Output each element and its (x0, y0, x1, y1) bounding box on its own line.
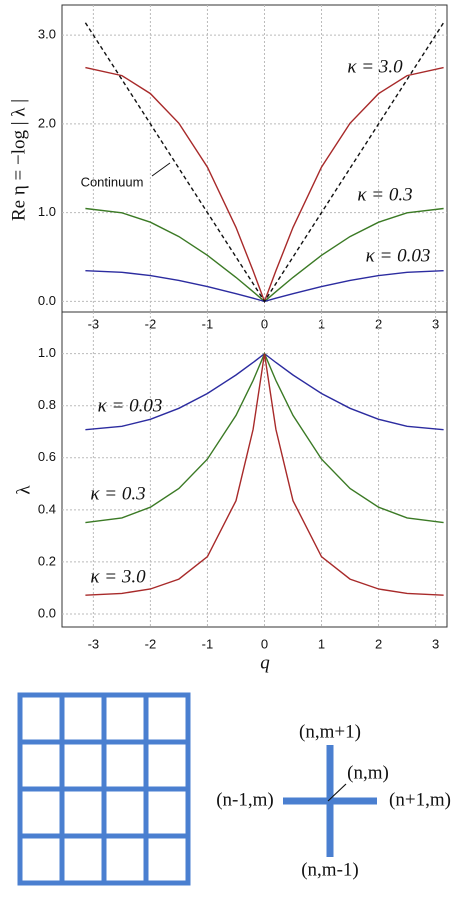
series-line (85, 353, 444, 596)
x-tick-label: 3 (432, 316, 439, 331)
series-label: κ = 3.0 (90, 566, 146, 587)
x-tick-label: -3 (88, 316, 100, 331)
series-label: κ = 0.3 (90, 483, 145, 504)
y-tick-label: 2.0 (38, 115, 56, 130)
pointer (327, 783, 347, 802)
node-label: (n,m) (347, 762, 389, 783)
x-tick-label: 0 (261, 636, 268, 651)
y-axis-label: λ (13, 485, 34, 495)
y-tick-label: 1.0 (38, 345, 56, 360)
x-tick-label: -1 (202, 316, 214, 331)
x-tick-label: 1 (318, 636, 325, 651)
node-label: (n-1,m) (216, 789, 274, 810)
y-tick-label: 3.0 (38, 27, 56, 42)
x-tick-label: 0 (261, 316, 268, 331)
y-tick-label: 0.6 (38, 449, 56, 464)
x-tick-label: -2 (145, 636, 157, 651)
lattice (17, 692, 191, 886)
x-tick-label: -3 (88, 636, 100, 651)
x-tick-label: -2 (145, 316, 157, 331)
series-label: κ = 3.0 (347, 56, 403, 77)
series-label: Continuum (81, 174, 144, 189)
x-tick-label: 2 (375, 636, 382, 651)
cross (283, 745, 377, 857)
series-label: κ = 0.3 (357, 184, 412, 205)
node-label: (n+1,m) (389, 789, 451, 810)
x-tick-label: 1 (318, 316, 325, 331)
series-label: κ = 0.03 (98, 395, 163, 416)
series-line (84, 22, 445, 303)
y-tick-label: 0.2 (38, 553, 56, 568)
bottom-frame (61, 311, 448, 628)
x-axis-label: q (260, 652, 270, 673)
x-tick-label: -1 (202, 636, 214, 651)
node-label: (n,m+1) (299, 721, 361, 742)
y-tick-label: 0.0 (38, 605, 56, 620)
x-tick-label: 2 (375, 316, 382, 331)
y-tick-label: 0.4 (38, 501, 56, 516)
y-axis-label: Re η = −log | λ | (8, 99, 29, 221)
arrow (151, 162, 171, 177)
y-tick-label: 0.0 (38, 293, 56, 308)
node-label: (n,m-1) (301, 859, 359, 880)
series-label: κ = 0.03 (366, 245, 431, 266)
y-tick-label: 1.0 (38, 204, 56, 219)
y-tick-label: 0.8 (38, 397, 56, 412)
x-tick-label: 3 (432, 636, 439, 651)
